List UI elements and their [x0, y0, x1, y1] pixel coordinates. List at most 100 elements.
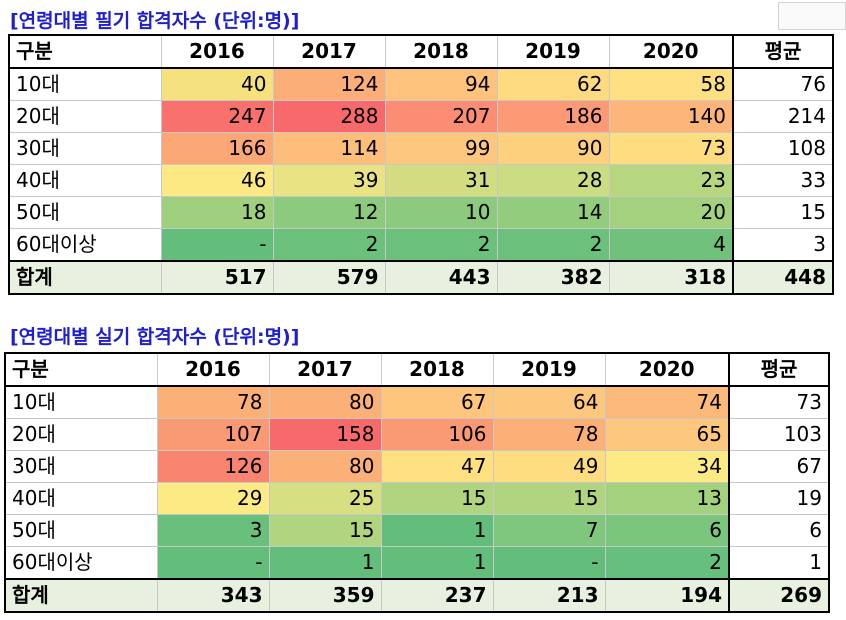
average-cell[interactable]: 214 — [732, 100, 834, 133]
column-header[interactable]: 2017 — [268, 352, 382, 387]
value-cell[interactable]: 65 — [604, 418, 730, 451]
value-cell[interactable]: 67 — [380, 385, 494, 419]
value-cell[interactable]: 78 — [156, 385, 270, 419]
value-cell[interactable]: 1 — [380, 546, 494, 580]
total-cell[interactable]: 237 — [380, 578, 494, 613]
total-cell[interactable]: 579 — [272, 260, 386, 295]
value-cell[interactable]: 1 — [380, 514, 494, 547]
row-label[interactable]: 40대 — [8, 164, 162, 197]
value-cell[interactable]: 49 — [492, 450, 606, 483]
value-cell[interactable]: 34 — [604, 450, 730, 483]
value-cell[interactable]: 114 — [272, 132, 386, 165]
column-header[interactable]: 평균 — [732, 34, 834, 69]
value-cell[interactable]: 140 — [608, 100, 734, 133]
value-cell[interactable]: 7 — [492, 514, 606, 547]
row-label[interactable]: 30대 — [4, 450, 158, 483]
total-cell[interactable]: 382 — [496, 260, 610, 295]
value-cell[interactable]: 99 — [384, 132, 498, 165]
value-cell[interactable]: 15 — [268, 514, 382, 547]
value-cell[interactable]: 46 — [160, 164, 274, 197]
total-label[interactable]: 합계 — [8, 260, 162, 295]
value-cell[interactable]: 78 — [492, 418, 606, 451]
value-cell[interactable]: 107 — [156, 418, 270, 451]
value-cell[interactable]: 28 — [496, 164, 610, 197]
total-cell[interactable]: 318 — [608, 260, 734, 295]
value-cell[interactable]: 2 — [272, 228, 386, 262]
value-cell[interactable]: 80 — [268, 450, 382, 483]
value-cell[interactable]: 126 — [156, 450, 270, 483]
average-cell[interactable]: 76 — [732, 67, 834, 101]
value-cell[interactable]: 62 — [496, 67, 610, 101]
column-header[interactable]: 2017 — [272, 34, 386, 69]
value-cell[interactable]: 106 — [380, 418, 494, 451]
value-cell[interactable]: 47 — [380, 450, 494, 483]
total-cell[interactable]: 443 — [384, 260, 498, 295]
total-cell[interactable]: 213 — [492, 578, 606, 613]
column-header[interactable]: 2016 — [156, 352, 270, 387]
row-label[interactable]: 60대이상 — [4, 546, 158, 580]
row-label[interactable]: 30대 — [8, 132, 162, 165]
row-label[interactable]: 50대 — [8, 196, 162, 229]
value-cell[interactable]: 3 — [156, 514, 270, 547]
value-cell[interactable]: 74 — [604, 385, 730, 419]
value-cell[interactable]: 20 — [608, 196, 734, 229]
column-header[interactable]: 2018 — [380, 352, 494, 387]
column-header[interactable]: 2019 — [496, 34, 610, 69]
row-label[interactable]: 50대 — [4, 514, 158, 547]
value-cell[interactable]: - — [492, 546, 606, 580]
column-header[interactable]: 평균 — [728, 352, 830, 387]
total-cell[interactable]: 517 — [160, 260, 274, 295]
average-cell[interactable]: 3 — [732, 228, 834, 262]
value-cell[interactable]: 6 — [604, 514, 730, 547]
value-cell[interactable]: 80 — [268, 385, 382, 419]
value-cell[interactable]: 186 — [496, 100, 610, 133]
value-cell[interactable]: - — [156, 546, 270, 580]
total-label[interactable]: 합계 — [4, 578, 158, 613]
row-label[interactable]: 20대 — [8, 100, 162, 133]
value-cell[interactable]: 15 — [492, 482, 606, 515]
row-label[interactable]: 20대 — [4, 418, 158, 451]
value-cell[interactable]: 2 — [604, 546, 730, 580]
total-cell[interactable]: 194 — [604, 578, 730, 613]
average-cell[interactable]: 1 — [728, 546, 830, 580]
value-cell[interactable]: 158 — [268, 418, 382, 451]
value-cell[interactable]: 29 — [156, 482, 270, 515]
value-cell[interactable]: 31 — [384, 164, 498, 197]
total-average-cell[interactable]: 269 — [728, 578, 830, 613]
value-cell[interactable]: 73 — [608, 132, 734, 165]
value-cell[interactable]: 124 — [272, 67, 386, 101]
value-cell[interactable]: 15 — [380, 482, 494, 515]
value-cell[interactable]: 10 — [384, 196, 498, 229]
value-cell[interactable]: 40 — [160, 67, 274, 101]
value-cell[interactable]: 2 — [384, 228, 498, 262]
row-label[interactable]: 40대 — [4, 482, 158, 515]
total-cell[interactable]: 359 — [268, 578, 382, 613]
value-cell[interactable]: - — [160, 228, 274, 262]
column-header[interactable]: 2016 — [160, 34, 274, 69]
column-header[interactable]: 2018 — [384, 34, 498, 69]
column-header[interactable]: 2020 — [608, 34, 734, 69]
value-cell[interactable]: 90 — [496, 132, 610, 165]
average-cell[interactable]: 6 — [728, 514, 830, 547]
column-header[interactable]: 구분 — [4, 352, 158, 387]
value-cell[interactable]: 288 — [272, 100, 386, 133]
value-cell[interactable]: 247 — [160, 100, 274, 133]
value-cell[interactable]: 58 — [608, 67, 734, 101]
column-header[interactable]: 2019 — [492, 352, 606, 387]
value-cell[interactable]: 166 — [160, 132, 274, 165]
average-cell[interactable]: 33 — [732, 164, 834, 197]
average-cell[interactable]: 67 — [728, 450, 830, 483]
value-cell[interactable]: 12 — [272, 196, 386, 229]
average-cell[interactable]: 19 — [728, 482, 830, 515]
column-header[interactable]: 2020 — [604, 352, 730, 387]
value-cell[interactable]: 4 — [608, 228, 734, 262]
average-cell[interactable]: 73 — [728, 385, 830, 419]
value-cell[interactable]: 14 — [496, 196, 610, 229]
row-label[interactable]: 10대 — [8, 67, 162, 101]
value-cell[interactable]: 207 — [384, 100, 498, 133]
value-cell[interactable]: 64 — [492, 385, 606, 419]
value-cell[interactable]: 25 — [268, 482, 382, 515]
total-cell[interactable]: 343 — [156, 578, 270, 613]
row-label[interactable]: 60대이상 — [8, 228, 162, 262]
average-cell[interactable]: 108 — [732, 132, 834, 165]
